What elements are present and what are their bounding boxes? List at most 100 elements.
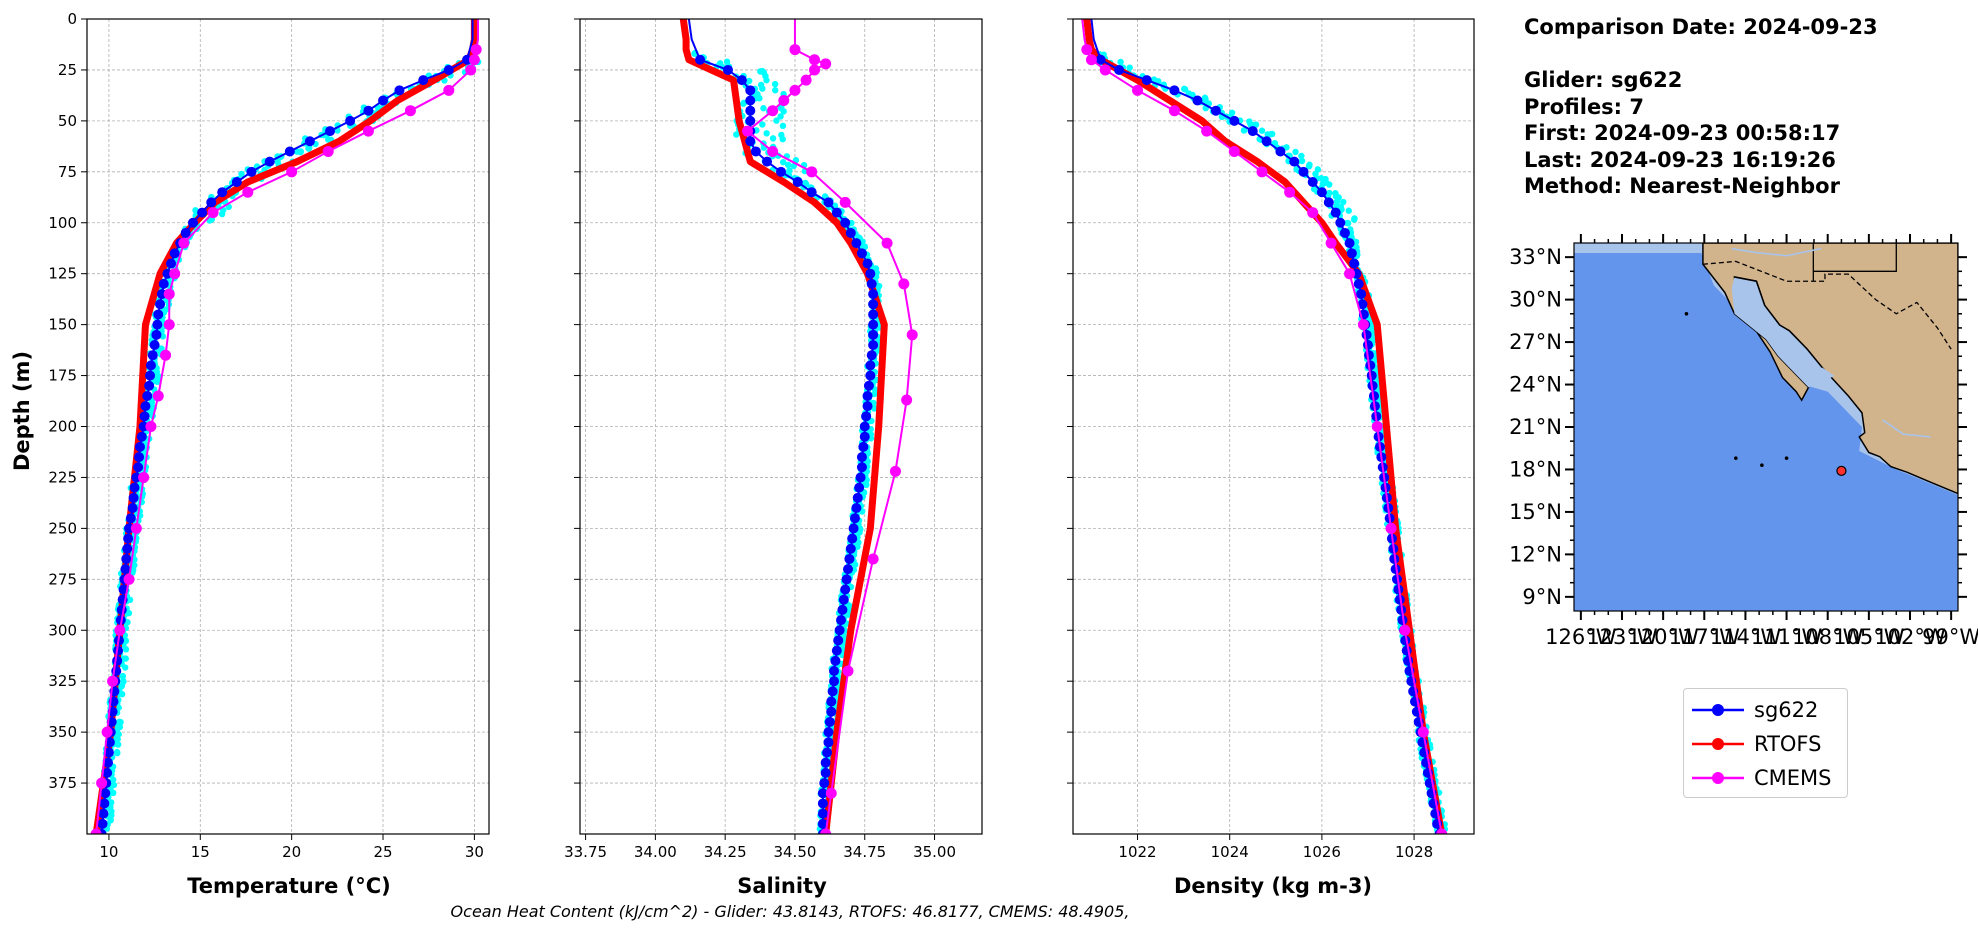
comparison-date: Comparison Date: 2024-09-23 <box>1524 15 1878 39</box>
x-tick-label: 34.50 <box>773 843 816 861</box>
point-sg622 <box>823 197 834 208</box>
point-sg622 <box>112 655 123 666</box>
lon-tick-label: 114°W <box>1710 625 1782 649</box>
x-tick-label: 34.00 <box>634 843 677 861</box>
point-sg622 <box>859 431 870 442</box>
glider-profile-point <box>297 148 304 156</box>
y-tick-label: 300 <box>48 621 77 639</box>
glider-profile-point <box>769 135 777 142</box>
point-cmems <box>820 58 832 70</box>
sonora-coastline <box>1734 276 1823 369</box>
point-cmems <box>286 166 298 178</box>
point-sg622 <box>851 238 862 249</box>
point-sg622 <box>140 401 151 412</box>
lat-tick-label: 30°N <box>1509 288 1562 312</box>
point-sg622 <box>856 452 867 463</box>
point-sg622 <box>862 390 873 401</box>
point-sg622 <box>750 146 761 157</box>
point-cmems <box>1085 54 1097 66</box>
point-cmems <box>1357 319 1369 331</box>
plot-frame <box>1072 18 1475 835</box>
point-sg622 <box>125 513 136 524</box>
point-sg622 <box>231 177 242 187</box>
point-sg622 <box>1229 115 1240 126</box>
lon-tick-label: 120°W <box>1627 625 1699 649</box>
glider-profile-point <box>118 690 126 698</box>
glider-profile-point <box>1180 85 1188 93</box>
point-cmems <box>806 166 818 178</box>
point-cmems <box>767 145 779 157</box>
last-profile-time: Last: 2024-09-23 16:19:26 <box>1524 147 1836 172</box>
point-cmems <box>1344 268 1356 280</box>
point-sg622 <box>1275 146 1286 157</box>
temperature-panel: 0 25 50 75 100 125 150 175 200 225 250 275 300 325 350… <box>48 10 490 861</box>
point-sg622 <box>792 177 803 187</box>
glider-profile-point <box>763 130 770 137</box>
y-tick-label: 375 <box>48 774 77 792</box>
point-cmems <box>789 44 801 56</box>
glider-profile-point <box>1306 161 1313 168</box>
point-sg622 <box>826 696 837 707</box>
x-tick-label: 30 <box>465 843 484 861</box>
point-sg622 <box>103 747 114 758</box>
glider-profile-point <box>740 100 747 107</box>
point-sg622 <box>865 360 876 371</box>
profile-count: Profiles: 7 <box>1524 94 1645 119</box>
point-cmems <box>809 54 820 66</box>
point-cmems <box>1168 105 1180 117</box>
y-tick-label: 150 <box>48 316 77 334</box>
point-sg622 <box>829 676 840 687</box>
glider-profile-point <box>1298 157 1306 165</box>
lon-tick-label: 123°W <box>1586 625 1658 649</box>
point-sg622 <box>136 431 147 442</box>
glider-profile-point <box>122 646 130 653</box>
point-cmems <box>101 726 113 738</box>
glider-profile-point <box>122 664 129 671</box>
point-sg622 <box>868 289 879 300</box>
glider-profile-point <box>759 85 766 92</box>
point-sg622 <box>868 340 879 350</box>
point-sg622 <box>443 64 454 75</box>
point-cmems <box>800 74 812 86</box>
point-cmems <box>1436 828 1448 834</box>
point-cmems <box>889 465 901 477</box>
point-sg622 <box>1362 340 1373 350</box>
point-sg622 <box>1261 136 1272 147</box>
point-sg622 <box>246 166 257 177</box>
glider-profile-point <box>120 677 127 685</box>
point-cmems <box>138 471 150 483</box>
point-cmems <box>362 125 374 137</box>
point-sg622 <box>840 584 851 595</box>
island <box>1784 456 1789 460</box>
point-sg622 <box>868 299 879 310</box>
point-cmems <box>1081 44 1093 56</box>
point-cmems <box>881 237 893 249</box>
point-sg622 <box>1344 238 1355 249</box>
point-sg622 <box>1361 329 1372 340</box>
glider-profile-point <box>844 611 852 618</box>
glider-profile-point <box>1298 152 1305 160</box>
glider-profile-point <box>870 405 878 412</box>
point-sg622 <box>1289 156 1300 167</box>
point-sg622 <box>851 503 862 513</box>
point-cmems <box>1201 125 1213 137</box>
x-tick-label: 10 <box>99 843 118 861</box>
lat-tick-label: 27°N <box>1509 330 1562 354</box>
x-tick-label: 1026 <box>1303 843 1341 861</box>
point-sg622 <box>145 370 156 381</box>
glider-profile-point <box>1340 198 1347 206</box>
glider-profile-point <box>1252 121 1260 128</box>
point-sg622 <box>102 767 113 778</box>
point-cmems <box>839 196 851 208</box>
lon-tick-label: 99°W <box>1922 625 1978 649</box>
point-sg622 <box>837 604 848 615</box>
x-tick-label: 20 <box>282 843 301 861</box>
point-sg622 <box>197 207 208 218</box>
glider-profile-point <box>780 108 787 115</box>
lat-tick-label: 33°N <box>1509 245 1562 269</box>
point-sg622 <box>866 350 877 361</box>
legend-marker-cmems <box>1692 772 1744 784</box>
point-sg622 <box>855 472 866 483</box>
glider-profile-point <box>733 131 740 138</box>
